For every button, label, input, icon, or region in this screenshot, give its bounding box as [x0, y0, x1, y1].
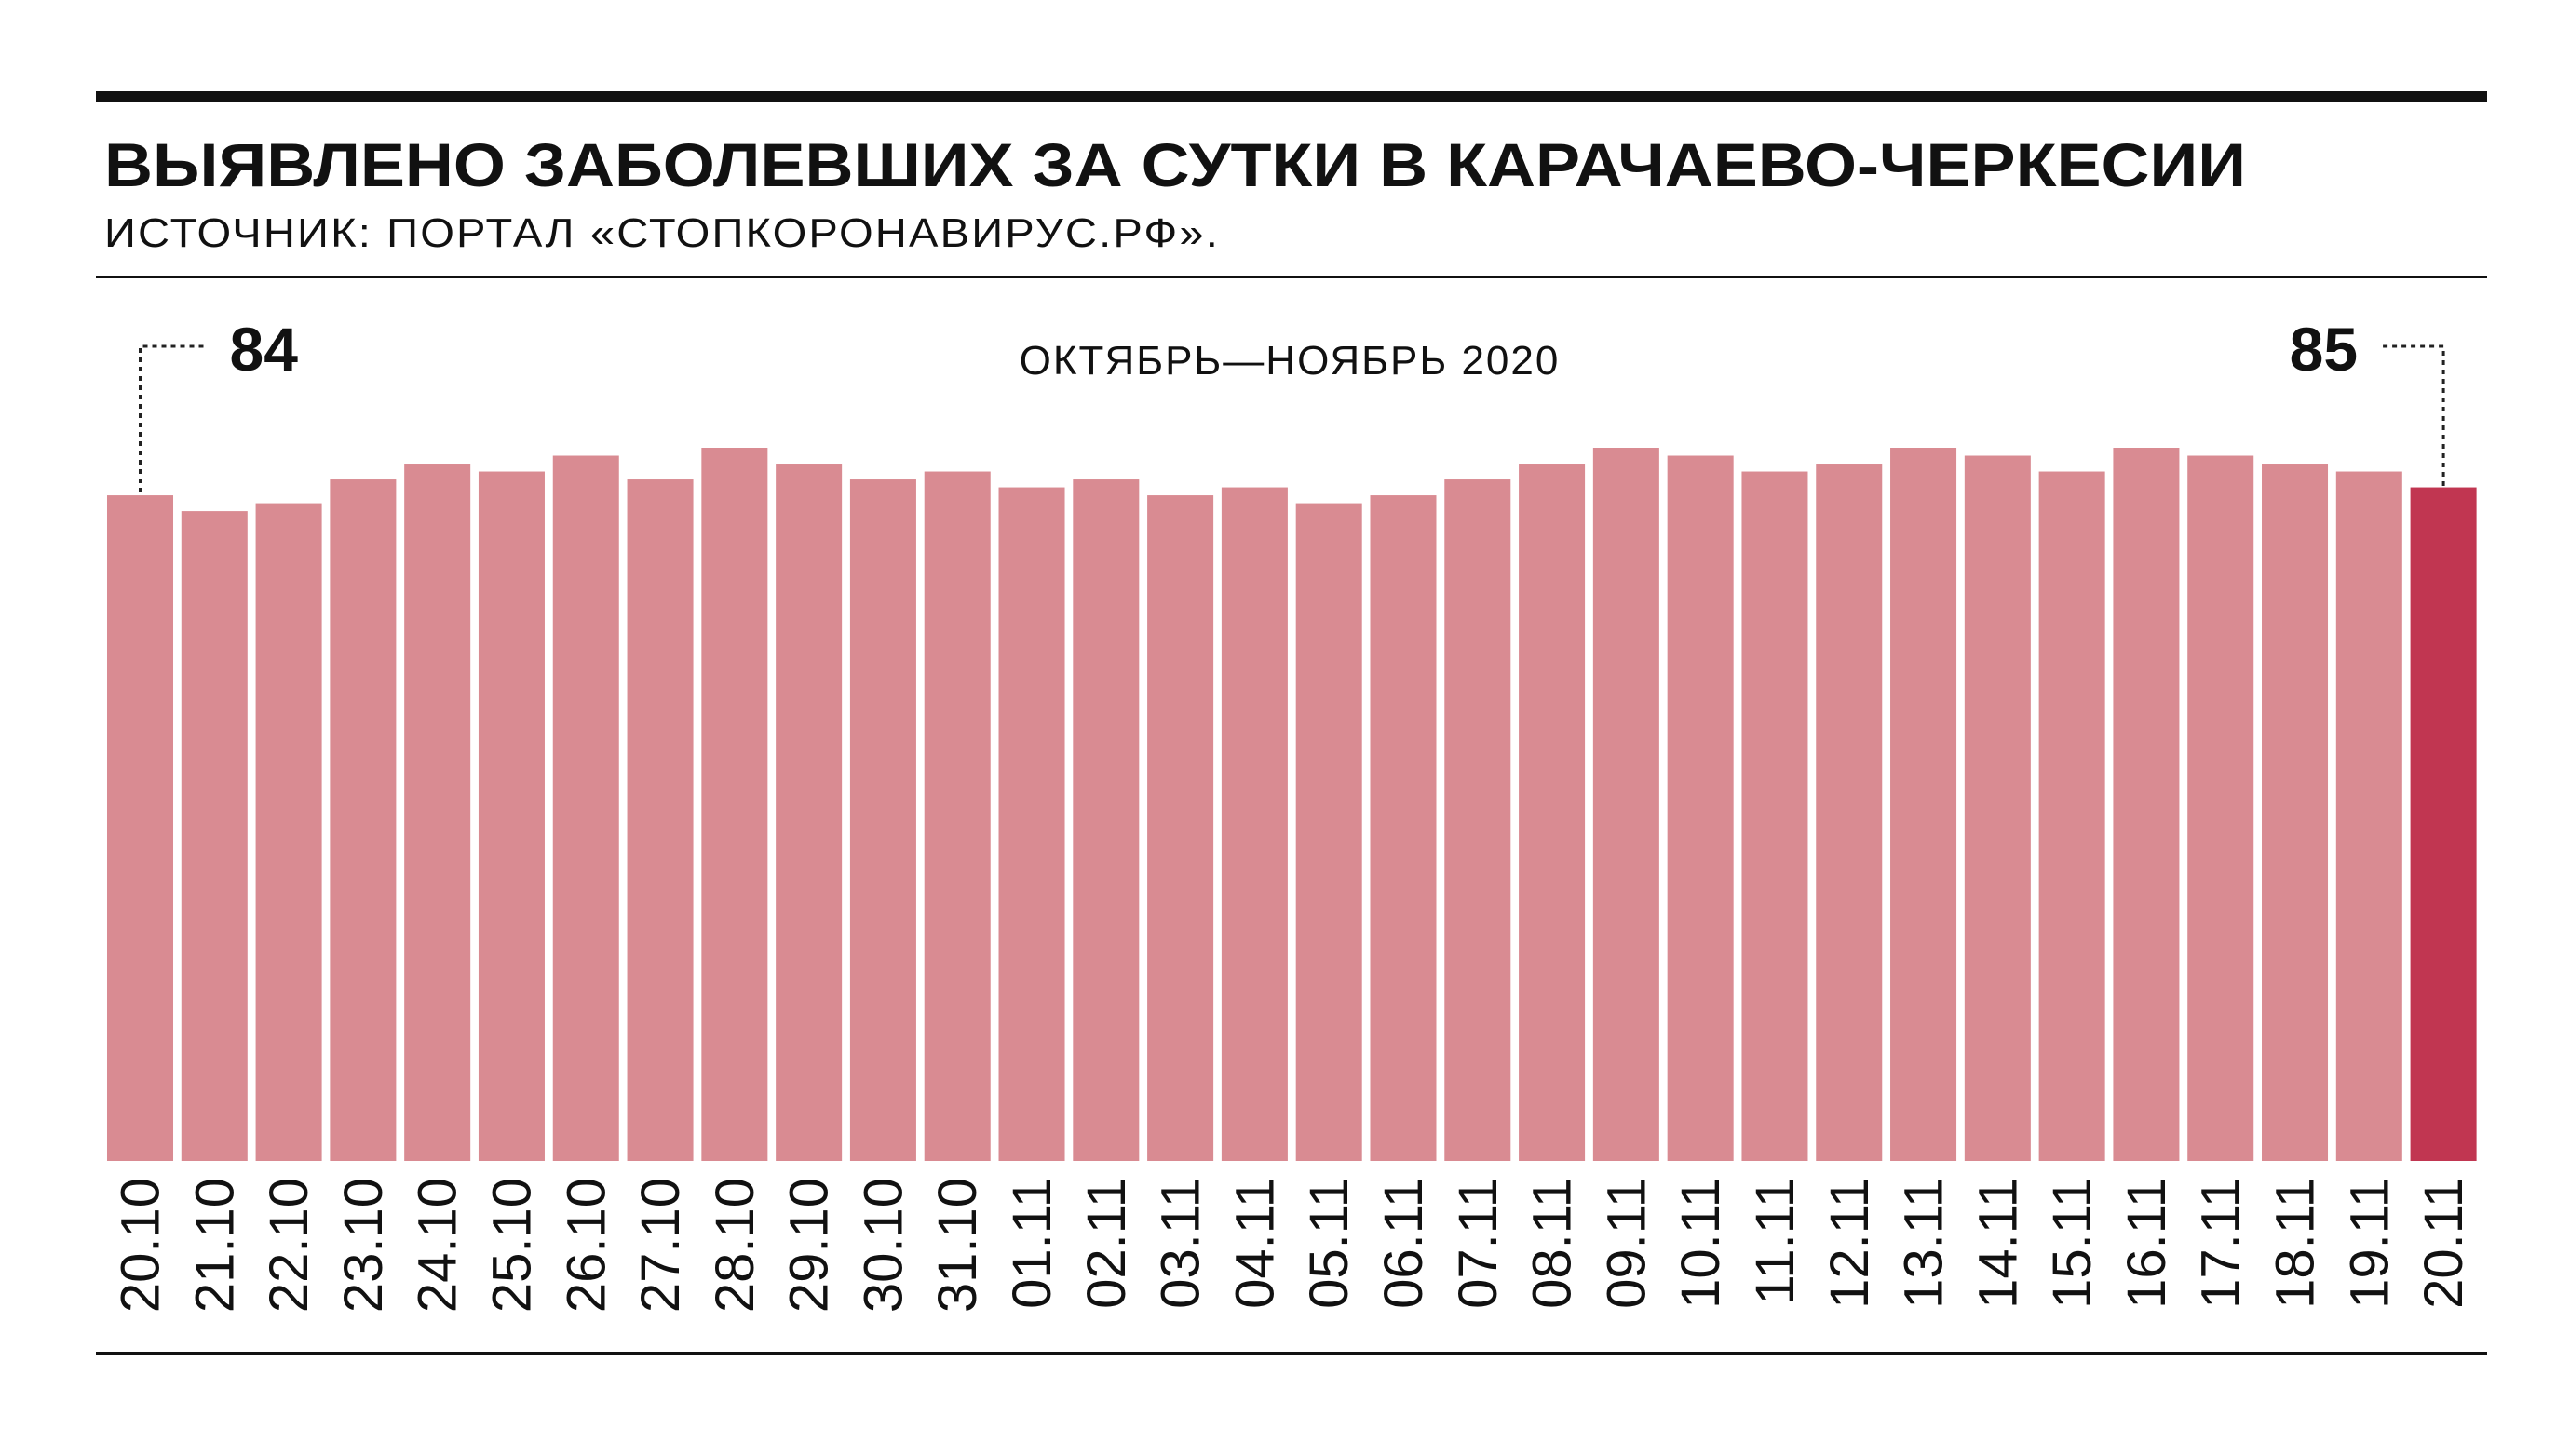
period-label: ОКТЯБРЬ—НОЯБРЬ 2020	[1020, 338, 1561, 384]
bar	[924, 471, 991, 1161]
x-tick-label: 17.11	[2191, 1178, 2252, 1309]
x-tick-label: 20.10	[110, 1178, 170, 1313]
bar	[2187, 455, 2254, 1161]
x-tick-label: 21.10	[184, 1178, 245, 1313]
x-tick-label: 20.11	[2414, 1178, 2474, 1309]
x-tick-label: 07.11	[1448, 1178, 1508, 1309]
bar	[701, 448, 768, 1161]
x-tick-label: 30.10	[853, 1178, 913, 1313]
x-tick-label: 23.10	[333, 1178, 394, 1313]
bar	[2113, 448, 2180, 1161]
chart-title: ВЫЯВЛЕНО ЗАБОЛЕВШИХ ЗА СУТКИ В КАРАЧАЕВО…	[104, 130, 2246, 199]
top-rule	[96, 91, 2487, 102]
x-tick-label: 19.11	[2339, 1178, 2400, 1309]
title-emphasis: КАРАЧАЕВО-ЧЕРКЕСИИ	[1446, 130, 2246, 199]
x-tick-label: 06.11	[1373, 1178, 1434, 1309]
x-tick-label: 31.10	[927, 1178, 988, 1313]
header-rule	[96, 276, 2487, 278]
x-tick-label: 14.11	[1968, 1178, 2028, 1309]
bar	[1741, 471, 1808, 1161]
x-tick-label: 12.11	[1819, 1178, 1880, 1309]
x-tick-label: 22.10	[259, 1178, 319, 1313]
bar	[776, 464, 843, 1161]
bar	[998, 487, 1065, 1161]
title-text: ВЫЯВЛЕНО ЗАБОЛЕВШИХ ЗА СУТКИ В	[104, 130, 1427, 199]
bar	[1667, 455, 1734, 1161]
bar	[106, 495, 174, 1161]
bar	[1221, 487, 1288, 1161]
bar	[2410, 487, 2477, 1161]
x-tick-label: 18.11	[2266, 1178, 2326, 1309]
bar	[627, 479, 694, 1161]
bar	[849, 479, 916, 1161]
bar	[1890, 448, 1957, 1161]
x-tick-label: 08.11	[1522, 1178, 1583, 1309]
bar	[1147, 495, 1214, 1161]
x-tick-label: 05.11	[1299, 1178, 1359, 1309]
x-tick-label: 13.11	[1894, 1178, 1955, 1309]
bar	[181, 511, 248, 1161]
bar	[255, 503, 322, 1161]
bar	[1816, 464, 1883, 1161]
source: ИСТОЧНИК: ПОРТАЛ «СТОПКОРОНАВИРУС.РФ».	[104, 210, 1220, 256]
x-tick-label: 01.11	[1002, 1178, 1062, 1309]
x-tick-label: 10.11	[1670, 1178, 1731, 1309]
bar	[1592, 448, 1659, 1161]
x-tick-label: 03.11	[1151, 1178, 1211, 1309]
bar	[1444, 479, 1511, 1161]
bar	[1295, 503, 1362, 1161]
x-tick-label: 25.10	[481, 1178, 542, 1313]
bar	[404, 464, 471, 1161]
x-tick-label: 26.10	[556, 1178, 616, 1313]
x-tick-label: 15.11	[2042, 1178, 2103, 1309]
bar	[2262, 464, 2329, 1161]
x-tick-label: 28.10	[705, 1178, 765, 1313]
bar	[552, 455, 619, 1161]
bar	[1370, 495, 1437, 1161]
value-label: 85	[2290, 315, 2358, 384]
bar	[478, 471, 545, 1161]
annotation-leader	[2383, 344, 2445, 488]
value-label: 84	[229, 315, 298, 384]
annotation-leader	[138, 344, 204, 496]
bar	[1519, 464, 1586, 1161]
bar	[330, 479, 397, 1161]
x-tick-label: 24.10	[408, 1178, 468, 1313]
x-tick-label: 04.11	[1224, 1178, 1285, 1309]
x-tick-label: 09.11	[1596, 1178, 1657, 1309]
bar	[1964, 455, 2031, 1161]
x-tick-label: 02.11	[1076, 1178, 1137, 1309]
bottom-rule	[96, 1352, 2487, 1355]
bar	[2038, 471, 2105, 1161]
x-tick-label: 27.10	[630, 1178, 691, 1313]
bar	[1073, 479, 1140, 1161]
x-tick-label: 11.11	[1745, 1178, 1806, 1305]
bar	[2335, 471, 2402, 1161]
x-tick-label: 16.11	[2117, 1178, 2177, 1309]
x-tick-label: 29.10	[779, 1178, 840, 1313]
